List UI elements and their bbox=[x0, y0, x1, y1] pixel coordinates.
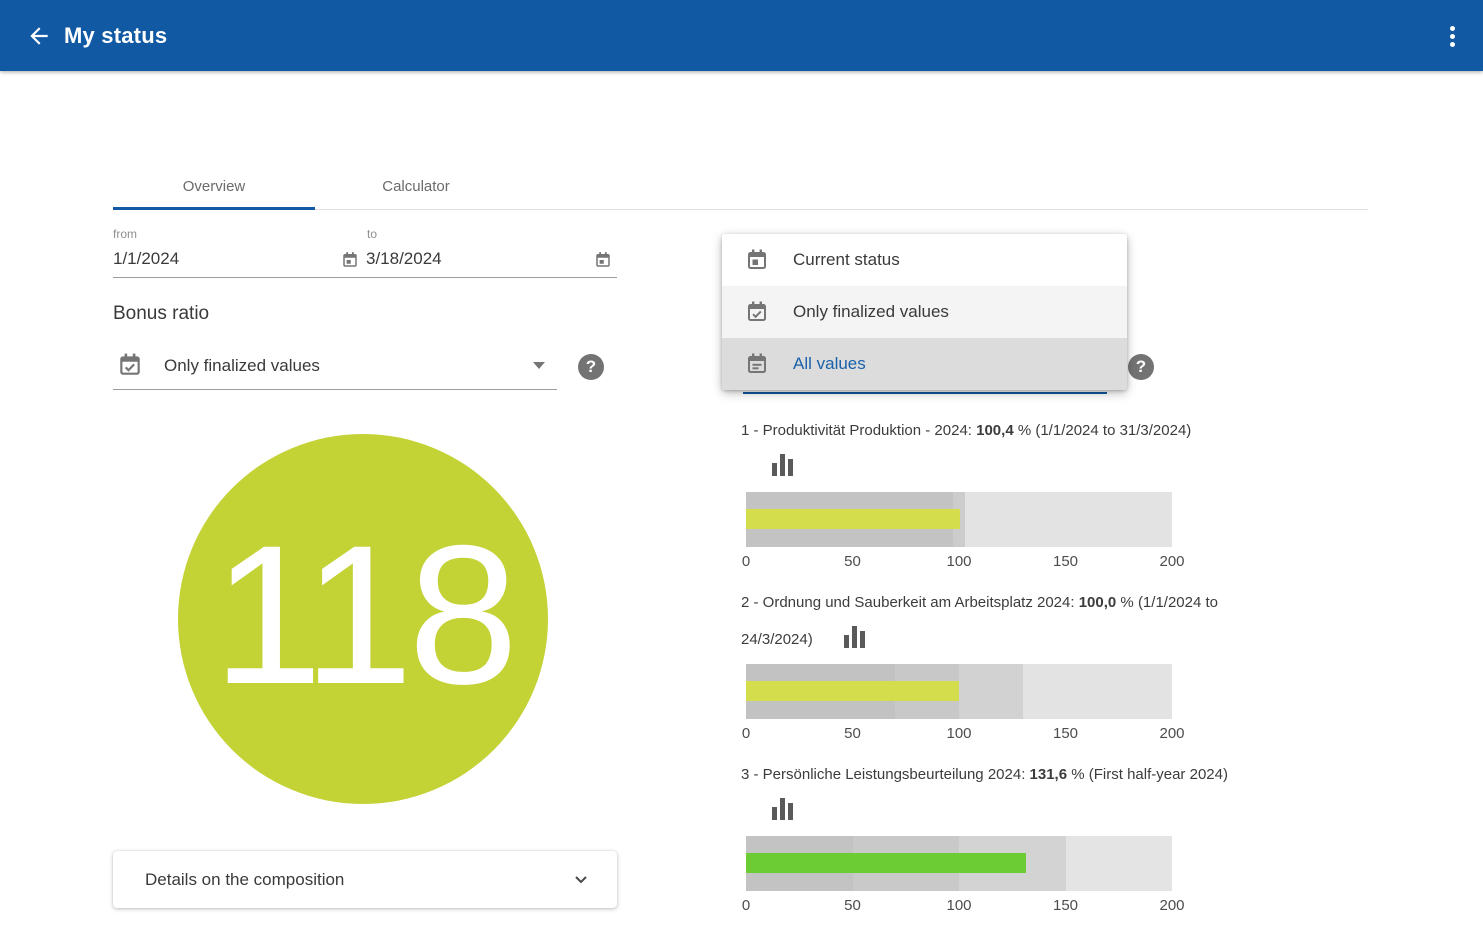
from-calendar-icon[interactable] bbox=[341, 250, 361, 270]
page-title: My status bbox=[64, 22, 168, 48]
chevron-down-icon bbox=[569, 867, 593, 891]
chart-value: 100,0 bbox=[1078, 594, 1117, 611]
chart-bar bbox=[746, 509, 960, 529]
chart-axis: 0 50 100 150 200 bbox=[742, 725, 1185, 745]
select-underline bbox=[113, 389, 557, 390]
to-date-input[interactable]: 3/18/2024 bbox=[366, 249, 442, 268]
menu-item-current-status[interactable]: Current status bbox=[722, 234, 1127, 286]
help-glyph: ? bbox=[585, 357, 597, 376]
help-icon[interactable]: ? bbox=[578, 354, 604, 380]
chart-value: 100,4 bbox=[976, 422, 1014, 439]
chart-label-suffix: % (First half-year 2024) bbox=[1067, 766, 1228, 783]
chart-label-prefix: 2 - Ordnung und Sauberkeit am Arbeitspla… bbox=[741, 594, 1079, 611]
menu-item-label: All values bbox=[793, 354, 866, 373]
from-label: from bbox=[113, 227, 137, 241]
kebab-dot bbox=[1449, 41, 1455, 47]
chart-zone bbox=[965, 492, 1172, 547]
axis-tick-label: 150 bbox=[1052, 897, 1079, 914]
axis-tick-label: 50 bbox=[844, 897, 861, 914]
chevron-down-icon bbox=[533, 362, 545, 369]
to-calendar-icon[interactable] bbox=[594, 250, 614, 270]
chart-track bbox=[746, 664, 1172, 719]
bonus-score-circle: 118 bbox=[178, 434, 548, 804]
back-button[interactable] bbox=[24, 21, 54, 51]
bar-chart-icon[interactable] bbox=[772, 450, 793, 476]
charts: 1 - Produktivität Produktion - 2024: 100… bbox=[741, 412, 1228, 928]
tab-calculator-label: Calculator bbox=[382, 177, 450, 195]
chart-label: 2 - Ordnung und Sauberkeit am Arbeitspla… bbox=[741, 584, 1223, 658]
bonus-ratio-selected-value: Only finalized values bbox=[164, 356, 320, 375]
value-type-dropdown-menu: Current status Only finalized values All… bbox=[722, 234, 1127, 390]
axis-tick-label: 100 bbox=[946, 553, 972, 570]
select-focus-underline bbox=[743, 392, 1107, 394]
bonus-ratio-select[interactable]: Only finalized values bbox=[113, 345, 557, 389]
from-date-input[interactable]: 1/1/2024 bbox=[113, 249, 180, 268]
details-expander-label: Details on the composition bbox=[145, 869, 345, 889]
bonus-score-value: 118 bbox=[212, 504, 519, 725]
date-fields-underline bbox=[113, 277, 617, 278]
chart-zone bbox=[959, 664, 1023, 719]
kebab-dot bbox=[1449, 25, 1455, 31]
help-icon[interactable]: ? bbox=[1128, 354, 1154, 380]
chart-bar bbox=[746, 853, 1027, 873]
menu-item-only-finalized-values[interactable]: Only finalized values bbox=[722, 286, 1127, 338]
chart-row: 1 - Produktivität Produktion - 2024: 100… bbox=[741, 412, 1223, 573]
chart-zone bbox=[1065, 836, 1172, 891]
tab-calculator[interactable]: Calculator bbox=[315, 163, 517, 209]
calendar-check-icon bbox=[117, 352, 143, 378]
chart-axis: 0 50 100 150 200 bbox=[742, 553, 1185, 573]
chart-axis: 0 50 100 150 200 bbox=[742, 897, 1185, 917]
axis-tick-label: 200 bbox=[1159, 553, 1185, 570]
chart-label: 3 - Persönliche Leistungsbeurteilung 202… bbox=[741, 756, 1228, 830]
axis-tick-label: 200 bbox=[1159, 725, 1185, 742]
chart-value: 131,6 bbox=[1029, 766, 1068, 783]
tab-overview-label: Overview bbox=[182, 177, 246, 195]
menu-item-label: Only finalized values bbox=[793, 302, 949, 321]
help-glyph: ? bbox=[1135, 357, 1147, 376]
chart-track bbox=[746, 492, 1172, 547]
chart-label-prefix: 3 - Persönliche Leistungsbeurteilung 202… bbox=[741, 766, 1030, 783]
axis-tick-label: 0 bbox=[741, 725, 751, 742]
details-expander[interactable]: Details on the composition bbox=[113, 851, 617, 908]
axis-tick-label: 100 bbox=[946, 725, 972, 742]
calendar-today-icon bbox=[745, 248, 769, 272]
calendar-check-icon bbox=[745, 300, 769, 324]
chart-label-suffix: % (1/1/2024 to 31/3/2024) bbox=[1013, 422, 1192, 439]
bonus-ratio-heading: Bonus ratio bbox=[113, 303, 210, 324]
chart-label-suffix: % (1/1/2024 to bbox=[1116, 594, 1218, 611]
kebab-dot bbox=[1449, 33, 1455, 39]
axis-tick-label: 150 bbox=[1052, 725, 1079, 742]
axis-tick-label: 50 bbox=[844, 553, 861, 570]
axis-tick-label: 0 bbox=[741, 897, 751, 914]
chart-label-line2: 24/3/2024) bbox=[741, 631, 813, 648]
chart-track bbox=[746, 836, 1172, 891]
menu-item-label: Current status bbox=[793, 250, 900, 269]
app-header: My status bbox=[0, 0, 1483, 71]
axis-tick-label: 150 bbox=[1052, 553, 1079, 570]
tab-overview[interactable]: Overview bbox=[113, 163, 315, 210]
bar-chart-icon[interactable] bbox=[843, 622, 865, 648]
chart-label: 1 - Produktivität Produktion - 2024: 100… bbox=[741, 412, 1223, 486]
axis-tick-label: 200 bbox=[1159, 897, 1185, 914]
axis-tick-label: 0 bbox=[741, 553, 751, 570]
chart-row: 2 - Ordnung und Sauberkeit am Arbeitspla… bbox=[741, 584, 1223, 745]
chart-bar bbox=[746, 681, 959, 701]
calendar-note-icon bbox=[745, 352, 769, 376]
menu-item-all-values[interactable]: All values bbox=[722, 338, 1127, 390]
bar-chart-icon[interactable] bbox=[772, 794, 793, 820]
overflow-menu-button[interactable] bbox=[1435, 18, 1469, 54]
arrow-left-icon bbox=[30, 27, 48, 45]
chart-label-prefix: 1 - Produktivität Produktion - 2024: bbox=[741, 422, 977, 439]
axis-tick-label: 100 bbox=[946, 897, 972, 914]
axis-tick-label: 50 bbox=[844, 725, 861, 742]
chart-zone bbox=[1022, 664, 1172, 719]
to-label: to bbox=[367, 227, 378, 241]
tab-bar: Overview Calculator bbox=[113, 163, 1368, 210]
chart-row: 3 - Persönliche Leistungsbeurteilung 202… bbox=[741, 756, 1228, 917]
